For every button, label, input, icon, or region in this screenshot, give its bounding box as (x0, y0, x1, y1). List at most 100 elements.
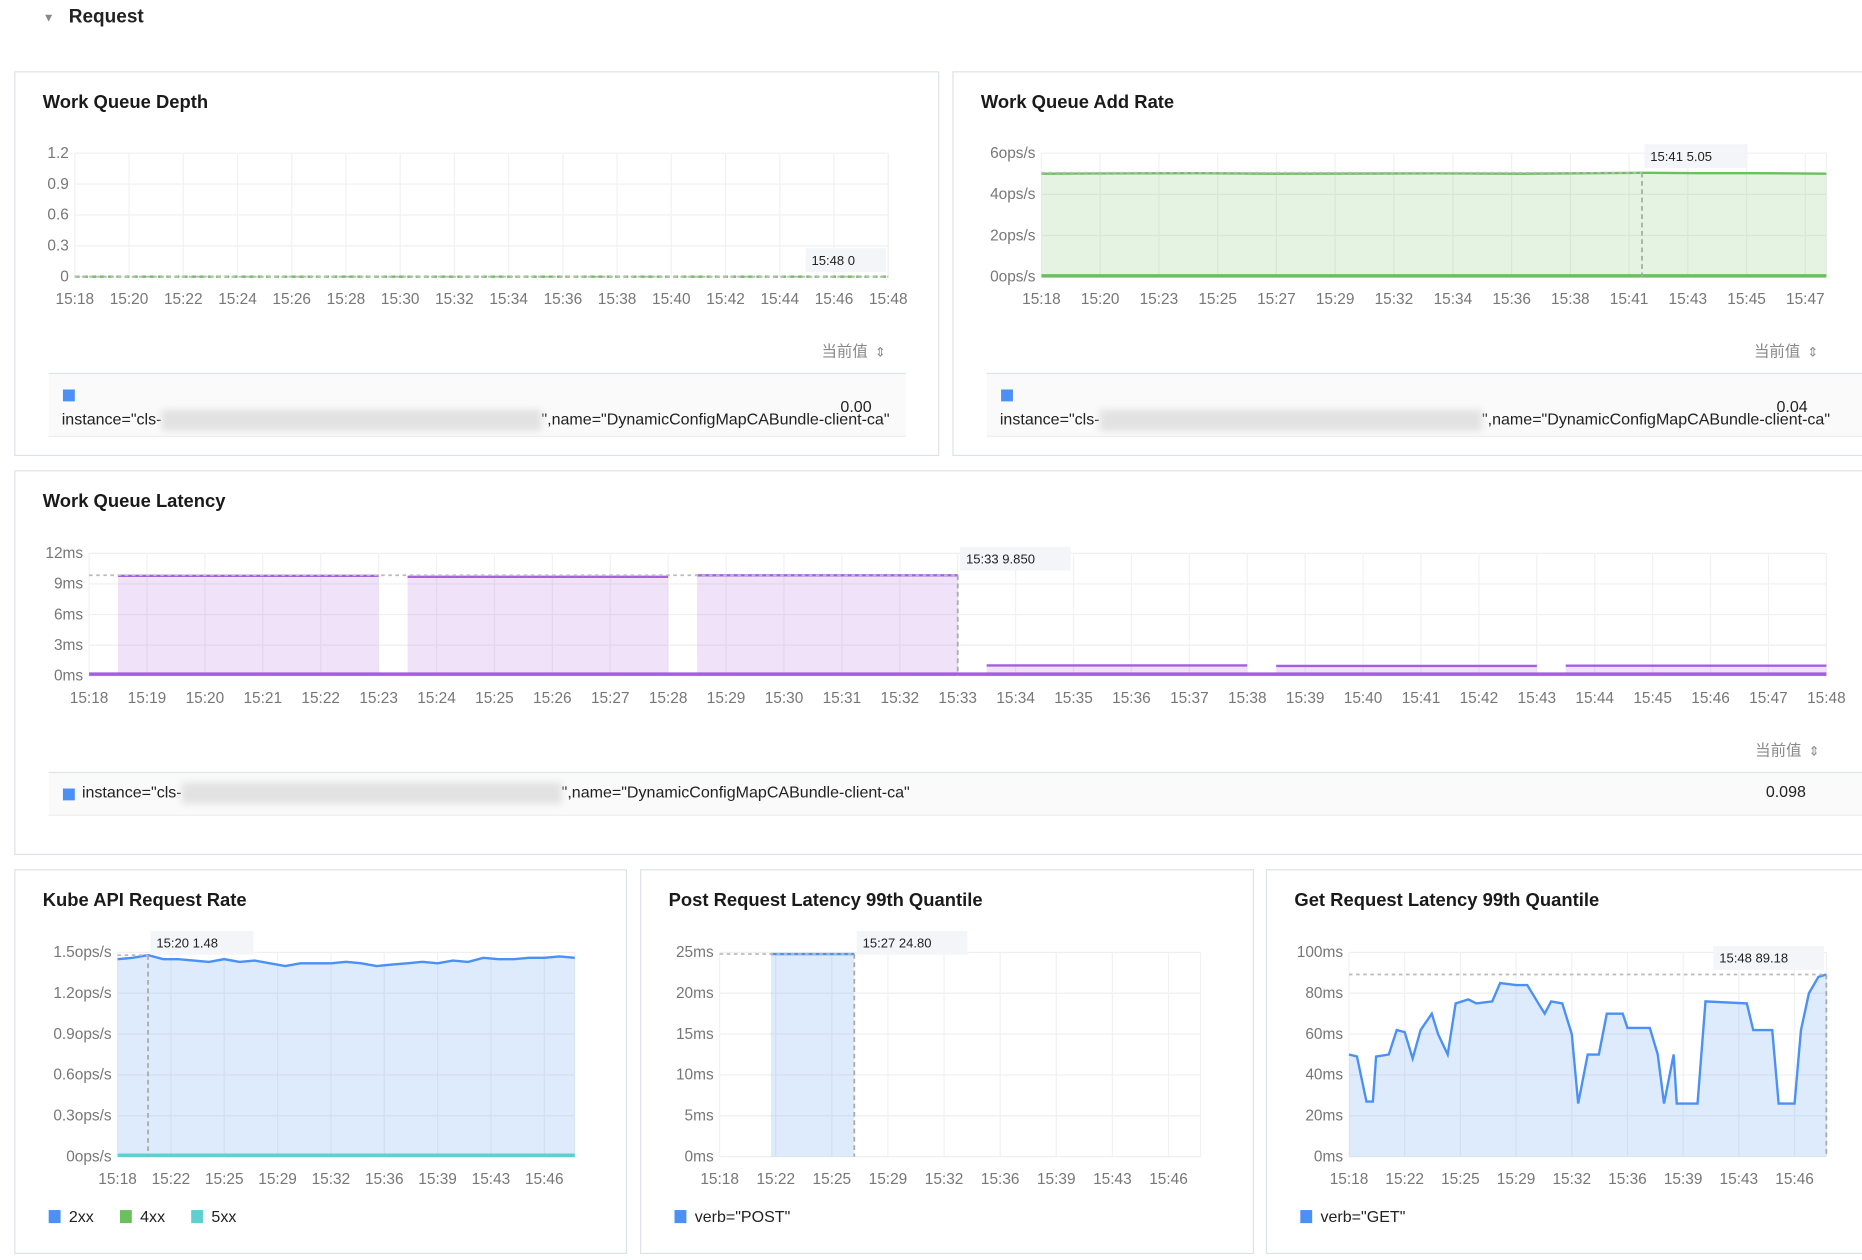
x-tick-label: 15:44 (1575, 690, 1614, 707)
y-tick-label: 1.2 (47, 145, 68, 162)
x-tick-label: 15:18 (700, 1171, 739, 1188)
y-tick-label: 60ms (1305, 1026, 1343, 1043)
legend-item-get[interactable]: verb="GET" (1300, 1208, 1405, 1226)
y-tick-label: 80ms (1305, 985, 1343, 1002)
section-header-request[interactable]: ▼ Request (43, 7, 144, 28)
sort-icon: ⇕ (874, 345, 886, 360)
x-tick-label: 15:32 (881, 690, 920, 707)
series-line (1348, 973, 1827, 1105)
x-tick-label: 15:29 (707, 690, 746, 707)
x-tick-label: 15:34 (1434, 291, 1473, 308)
x-tick-label: 15:47 (1786, 291, 1825, 308)
column-header-current-value: 当前值 (821, 342, 868, 360)
chart-post-request-latency[interactable]: 0ms 5ms 10ms 15ms 20ms 25ms 15:18 15:22 15:25 15:… (641, 870, 1254, 1203)
x-tick-label: 15:46 (815, 291, 854, 308)
series-area (117, 955, 575, 1157)
sort-current-value[interactable]: 当前值 ⇕ (1755, 737, 1819, 760)
series-label-suffix: ",name="DynamicConfigMapCABundle-client-… (1481, 410, 1831, 429)
caret-down-icon[interactable]: ▼ (42, 11, 55, 25)
x-tick-label: 15:25 (813, 1171, 852, 1188)
x-tick-label: 15:22 (164, 291, 203, 308)
x-tick-label: 15:20 (1081, 291, 1120, 308)
column-header-current-value: 当前值 (1753, 342, 1801, 360)
y-tick-label: 0.9ops/s (53, 1026, 112, 1043)
x-tick-label: 15:37 (1170, 690, 1209, 707)
tooltip-box (150, 931, 254, 955)
legend-swatch-icon (48, 1210, 61, 1224)
x-tick-label: 15:47 (1749, 690, 1788, 707)
x-tick-label: 15:38 (1551, 291, 1590, 308)
x-tick-label: 15:39 (418, 1171, 457, 1188)
panel-kube-api-request-rate: Kube API Request Rate 0ops/s 0.3ops/s 0.6o… (14, 869, 627, 1254)
y-tick-label: 6ops/s (990, 145, 1036, 162)
legend-item-4xx[interactable]: 4xx (119, 1207, 166, 1226)
legend-item-post[interactable]: verb="POST" (674, 1207, 791, 1226)
x-tick-label: 15:43 (1669, 291, 1708, 308)
legend-label: verb="POST" (694, 1207, 791, 1226)
series-color-icon (62, 389, 75, 402)
sort-current-value[interactable]: 当前值 ⇕ (821, 338, 885, 361)
y-tick-label: 1.2ops/s (53, 985, 112, 1002)
y-tick-label: 100ms (1297, 944, 1344, 961)
panel-title: Work Queue Latency (42, 491, 226, 512)
chart-get-request-latency[interactable]: 0ms 20ms 40ms 60ms 80ms 100ms 15:18 15:22 15:25 1… (1267, 870, 1862, 1203)
x-tick-label: 15:30 (765, 690, 804, 707)
series-area (1041, 172, 1827, 277)
chart-kube-api-request-rate[interactable]: 0ops/s 0.3ops/s 0.6ops/s 0.9ops/s 1.2ops/s 1.… (15, 870, 627, 1203)
panel-post-request-latency: Post Request Latency 99th Quantile 0ms 5m… (640, 869, 1254, 1254)
series-label-suffix: ",name="DynamicConfigMapCABundle-client-… (541, 410, 890, 429)
legend-row[interactable]: instance="cls- ",name="DynamicConfigMapCA… (48, 771, 1862, 816)
series-area (697, 575, 958, 676)
x-tick-label: 15:46 (1149, 1171, 1188, 1188)
y-tick-label: 1.5ops/s (53, 944, 112, 961)
tooltip-text: 15:41 5.05 (1650, 149, 1712, 164)
x-tick-label: 15:29 (1497, 1171, 1536, 1188)
series-line (117, 953, 575, 968)
x-tick-label: 15:40 (652, 291, 691, 308)
x-tick-label: 15:39 (1037, 1171, 1076, 1188)
x-tick-label: 15:22 (301, 690, 340, 707)
series-area (407, 576, 669, 676)
x-tick-label: 15:18 (70, 690, 109, 707)
x-tick-label: 15:28 (327, 291, 366, 308)
x-tick-label: 15:27 (591, 690, 630, 707)
chart-work-queue-latency[interactable]: 0ms 3ms 6ms 9ms 12ms 15:18 15:19 15:20 15:21 15:2… (15, 471, 1862, 744)
legend-row[interactable]: instance="cls- ",name="DynamicConfigMapCA… (48, 372, 907, 437)
x-tick-label: 15:26 (533, 690, 572, 707)
panel-work-queue-depth: Work Queue Depth 0 0.3 0.6 0.9 1.2 15:18 15:20… (14, 71, 940, 456)
x-tick-label: 15:45 (1727, 291, 1766, 308)
redacted-instance (1099, 409, 1482, 432)
x-tick-label: 15:36 (1112, 690, 1151, 707)
x-tick-label: 15:46 (525, 1171, 564, 1188)
sort-current-value[interactable]: 当前值 ⇕ (1754, 338, 1818, 361)
series-current-value: 0.098 (1765, 782, 1806, 801)
y-tick-label: 12ms (45, 545, 83, 562)
tooltip-text: 15:27 24.80 (863, 936, 932, 951)
y-tick-label: 0ms (54, 667, 83, 684)
legend-item-2xx[interactable]: 2xx (48, 1208, 94, 1226)
y-tick-label: 10ms (676, 1067, 714, 1084)
x-tick-label: 15:18 (56, 291, 95, 308)
panel-title: Kube API Request Rate (42, 890, 247, 911)
series-current-value: 0.04 (1776, 397, 1808, 416)
chart-legend: 2xx 4xx 5xx (48, 1207, 236, 1226)
x-tick-label: 15:21 (243, 690, 282, 707)
legend-row[interactable]: instance="cls- ",name="DynamicConfigMapCA… (986, 372, 1862, 437)
tooltip-box (856, 931, 968, 955)
tooltip-text: 15:33 9.850 (966, 551, 1035, 566)
x-tick-label: 15:18 (98, 1171, 137, 1188)
legend-label: 4xx (140, 1207, 166, 1226)
x-tick-label: 15:32 (1552, 1171, 1591, 1188)
y-tick-label: 25ms (676, 944, 714, 961)
chart-work-queue-add-rate[interactable]: 0ops/s 2ops/s 4ops/s 6ops/s 15:18 15:20 15:23 1… (954, 72, 1862, 345)
x-tick-label: 15:30 (381, 291, 420, 308)
x-tick-label: 15:24 (218, 291, 257, 308)
legend-item-5xx[interactable]: 5xx (191, 1208, 236, 1226)
x-tick-label: 15:33 (938, 690, 977, 707)
panel-work-queue-add-rate: Work Queue Add Rate 0ops/s 2ops/s 4ops/s 6o… (952, 71, 1862, 456)
chart-work-queue-depth[interactable]: 0 0.3 0.6 0.9 1.2 15:18 15:20 15:22 15:24 15:26 15… (15, 72, 939, 345)
legend-swatch-icon (1300, 1210, 1313, 1224)
x-tick-label: 15:48 (869, 291, 908, 308)
y-tick-label: 0ms (1314, 1148, 1343, 1165)
x-tick-label: 15:20 (110, 291, 149, 308)
